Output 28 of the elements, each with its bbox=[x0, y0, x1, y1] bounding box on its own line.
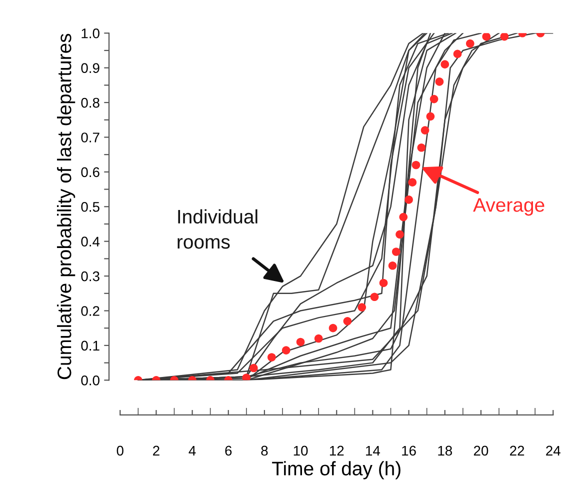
y-tick-label: 0.3 bbox=[81, 271, 100, 282]
x-tick-label: 0 bbox=[116, 446, 124, 456]
y-tick-label: 0.6 bbox=[81, 167, 100, 178]
annotation: Average bbox=[473, 198, 544, 216]
y-tick-label: 0.9 bbox=[81, 63, 100, 73]
y-axis-title: Cumulative probability of last departures bbox=[56, 34, 76, 380]
x-tick-label: 24 bbox=[546, 446, 560, 456]
x-tick-label: 6 bbox=[225, 446, 232, 456]
y-tick-label: 0.4 bbox=[81, 236, 100, 247]
x-tick-label: 14 bbox=[366, 446, 380, 456]
x-tick-label: 10 bbox=[294, 446, 308, 456]
y-tick-label: 0.7 bbox=[81, 132, 100, 142]
y-tick-label: 0.8 bbox=[81, 98, 100, 108]
x-tick-label: 22 bbox=[510, 446, 524, 456]
x-tick-label: 8 bbox=[261, 446, 268, 456]
y-tick-label: 0.1 bbox=[81, 340, 100, 351]
y-tick-label: 0.5 bbox=[81, 202, 100, 212]
x-tick-label: 12 bbox=[330, 446, 344, 456]
y-tick-label: 1.0 bbox=[82, 28, 100, 38]
x-tick-label: 2 bbox=[153, 446, 160, 456]
x-tick-label: 20 bbox=[474, 446, 488, 456]
x-tick-label: 4 bbox=[188, 446, 196, 456]
y-tick-label: 0.0 bbox=[81, 375, 100, 386]
x-tick-label: 18 bbox=[438, 446, 452, 456]
x-tick-label: 16 bbox=[402, 446, 416, 456]
annotation: Individual rooms bbox=[178, 209, 258, 249]
x-axis-title: Time of day (h) bbox=[272, 461, 400, 480]
y-tick-label: 0.2 bbox=[81, 306, 100, 316]
